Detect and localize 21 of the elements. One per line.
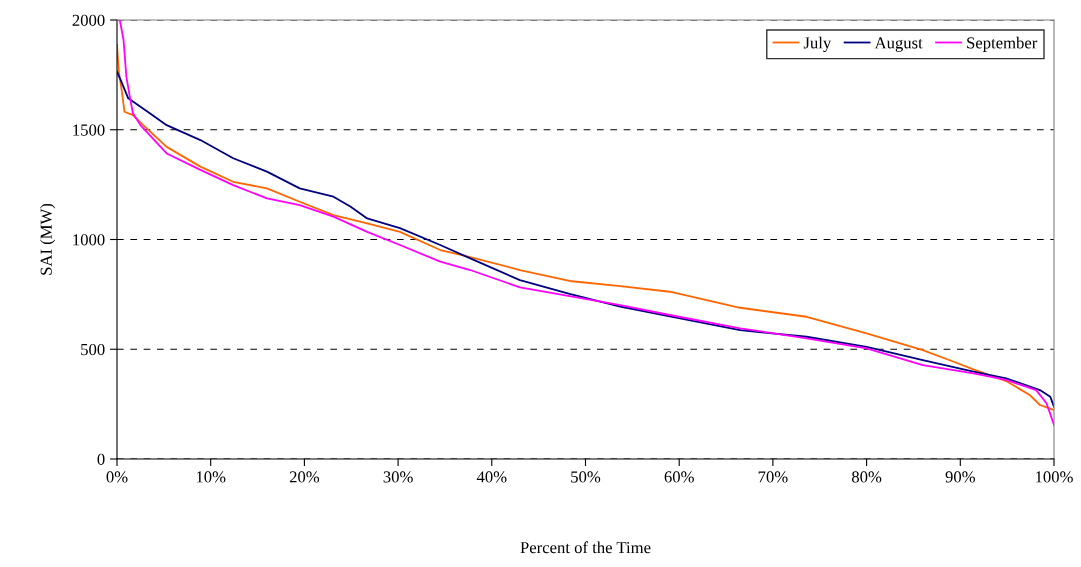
x-tick-label: 30% <box>383 471 413 483</box>
x-tick-label: 80% <box>851 471 882 483</box>
legend-label: August <box>874 37 923 52</box>
x-tick-label: 20% <box>289 471 320 483</box>
y-tick-label: 1000 <box>73 234 105 246</box>
x-tick-label: 100% <box>1036 471 1073 483</box>
x-tick-label: 50% <box>571 471 601 483</box>
legend-label: September <box>967 36 1038 52</box>
y-axis-title: SAI (MW) <box>40 203 56 275</box>
y-tick-label: 1500 <box>73 124 105 136</box>
y-tick-label: 0 <box>97 453 105 465</box>
y-tick-label: 500 <box>81 343 105 356</box>
x-tick-label: 0% <box>106 471 128 483</box>
x-tick-label: 40% <box>476 471 507 483</box>
y-tick-label: 2000 <box>72 14 105 26</box>
legend-label: July <box>803 36 832 52</box>
x-axis-title: Percent of the Time <box>520 541 651 554</box>
x-tick-label: 60% <box>664 471 694 483</box>
x-tick-label: 90% <box>945 471 976 483</box>
x-tick-label: 10% <box>196 471 226 483</box>
x-tick-label: 70% <box>758 471 788 483</box>
